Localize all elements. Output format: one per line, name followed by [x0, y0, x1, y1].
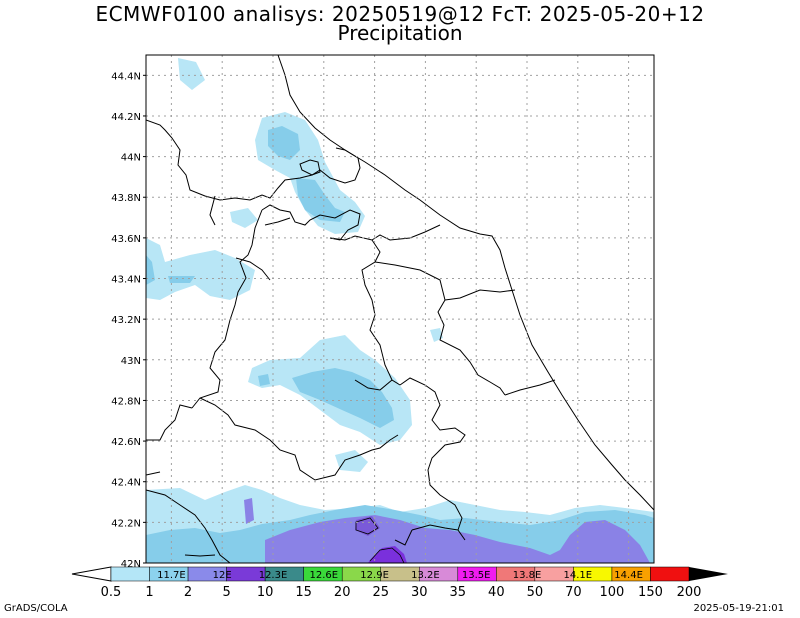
colorbar-high-arrow	[689, 567, 728, 581]
colorbar-swatch	[650, 566, 690, 582]
lat-axis: 44.4N 44.2N 44N 43.8N 43.6N 43.4N 43.2N 43N 42.8…	[111, 71, 141, 570]
lon-tick-label: 11.7E	[157, 570, 186, 581]
colorbar-level-label: 70	[565, 585, 582, 600]
colorbar-level-label: 1	[145, 585, 153, 600]
colorbar-level-label: 200	[677, 585, 702, 600]
contour-lines	[355, 517, 405, 563]
map-grid	[146, 55, 654, 563]
colorbar-level-label: 40	[488, 585, 505, 600]
colorbar-level-label: 25	[372, 585, 389, 600]
lat-tick-label: 44.4N	[111, 71, 141, 82]
lat-tick-label: 42.6N	[111, 437, 141, 448]
coastline-borders	[146, 55, 654, 563]
chart-subtitle: Precipitation	[337, 21, 463, 45]
colorbar-level-label: 0.5	[101, 585, 122, 600]
lat-ticks	[143, 74, 146, 564]
lat-tick-label: 43.4N	[111, 275, 141, 286]
lat-tick-label: 43.6N	[111, 234, 141, 245]
lon-tick-label: 13.2E	[411, 570, 440, 581]
lat-tick-label: 44N	[121, 153, 141, 164]
lat-tick-label: 44.2N	[111, 112, 141, 123]
colorbar-swatch	[110, 566, 150, 582]
colorbar-level-label: 150	[638, 585, 663, 600]
colorbar-level-label: 20	[334, 585, 351, 600]
colorbar-low-arrow	[71, 566, 112, 582]
colorbar-level-label: 30	[411, 585, 428, 600]
lon-tick-label: 12.3E	[259, 570, 288, 581]
lon-tick-label: 14.4E	[614, 570, 643, 581]
colorbar-level-label: 15	[295, 585, 312, 600]
lat-tick-label: 42.2N	[111, 518, 141, 529]
lat-tick-label: 42N	[121, 559, 141, 570]
chart-title: ECMWF0100 analisys: 20250519@12 FcT: 202…	[95, 2, 705, 26]
colorbar-level-label: 35	[450, 585, 467, 600]
lon-tick-label: 12E	[213, 570, 232, 581]
lon-tick-label: 14.1E	[564, 570, 593, 581]
footer-timestamp: 2025-05-19-21:01	[693, 603, 784, 614]
plot-frame	[145, 54, 655, 564]
colorbar-level-label: 50	[527, 585, 544, 600]
lon-tick-label: 13.5E	[462, 570, 491, 581]
lat-tick-label: 43N	[121, 356, 141, 367]
colorbar-level-label: 2	[184, 585, 192, 600]
lon-tick-label: 12.9E	[360, 570, 389, 581]
colorbar-level-label: 5	[222, 585, 230, 600]
lat-tick-label: 43.8N	[111, 193, 141, 204]
lat-tick-label: 43.2N	[111, 315, 141, 326]
lon-tick-label: 13.8E	[513, 570, 542, 581]
lon-tick-label: 12.6E	[310, 570, 339, 581]
lat-tick-label: 42.8N	[111, 396, 141, 407]
precip-max-region	[368, 546, 407, 563]
colorbar-level-label: 10	[257, 585, 274, 600]
colorbar-level-label: 100	[600, 585, 625, 600]
footer-software-label: GrADS/COLA	[4, 603, 68, 614]
lat-tick-label: 42.4N	[111, 478, 141, 489]
